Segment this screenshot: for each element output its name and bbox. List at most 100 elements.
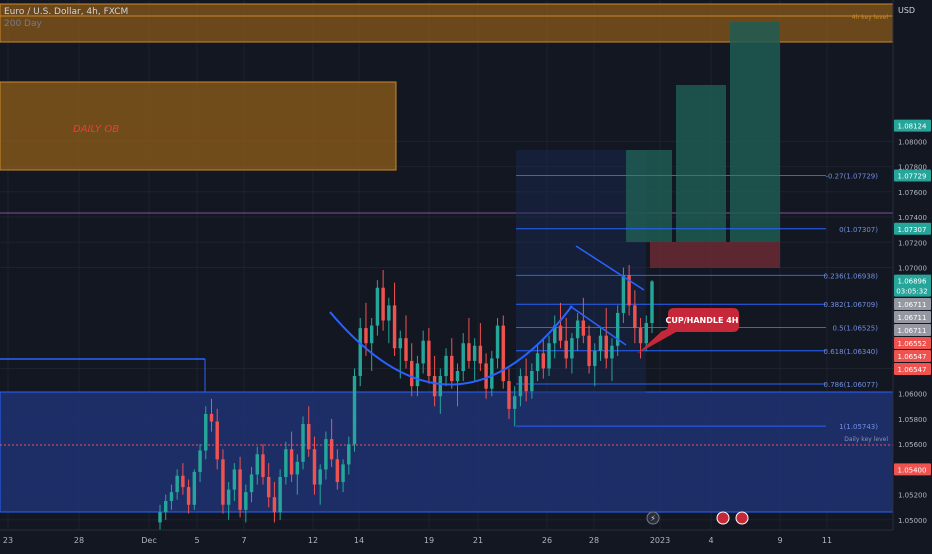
candle-body (455, 371, 460, 382)
handle-bottom-line (569, 305, 627, 346)
time-tick-label: 12 (308, 536, 318, 545)
ma-indicator-label[interactable]: 200 Day (4, 19, 42, 29)
price-tag-value: 1.05400 (898, 466, 927, 474)
key-level-4h-label: 4h key level (852, 14, 889, 21)
price-tag-value: 1.06896 (898, 278, 927, 286)
time-tick-label: 4 (708, 536, 713, 545)
candle-body (450, 355, 454, 382)
candle-body (175, 475, 179, 493)
us-flag-icon (716, 511, 730, 525)
candle-body (495, 325, 500, 359)
candle-body (278, 477, 282, 513)
candle-body (261, 454, 265, 477)
candle-body (644, 323, 648, 344)
candle-body (421, 340, 425, 364)
symbol-title[interactable]: Euro / U.S. Dollar, 4h, FXCM (4, 7, 129, 17)
candle-body (524, 376, 528, 392)
candle-body (558, 325, 563, 341)
candle-body (215, 421, 219, 460)
time-tick-label: 5 (194, 536, 199, 545)
candle-body (307, 424, 311, 450)
cup-curve (329, 305, 573, 386)
price-tick-label: 1.07800 (898, 164, 927, 172)
candle-body (289, 449, 294, 475)
candle-body (255, 454, 259, 475)
candle-body (369, 325, 374, 344)
stop-zone (650, 242, 780, 268)
price-tick-label: 1.07400 (898, 214, 927, 222)
lightning-glyph: ⚡ (650, 514, 656, 523)
candle-body (284, 449, 288, 477)
price-tick-label: 1.07000 (898, 265, 927, 273)
zones (0, 3, 894, 513)
candle-body (318, 469, 322, 485)
price-tag (894, 119, 931, 132)
candle-body (404, 338, 408, 361)
price-tag-value: 1.07307 (898, 226, 927, 234)
price-tag (894, 310, 931, 323)
price-tag-value: 1.06711 (898, 301, 927, 309)
candle-body (564, 340, 568, 359)
price-tag (894, 362, 931, 375)
candle-body (570, 338, 574, 359)
candle-body (615, 312, 620, 346)
candle-body (512, 396, 517, 409)
time-tick-label: 9 (777, 536, 782, 545)
fib-level-label: 0.618(1.06340) (824, 348, 879, 356)
candle-body (204, 413, 208, 451)
price-tag (894, 297, 931, 310)
candle-body (186, 487, 191, 505)
price-tag-value: 1.08124 (898, 123, 927, 131)
price-tag-value: 1.06547 (898, 353, 927, 361)
price-tick-label: 1.07600 (898, 189, 927, 197)
fib-level-label: 0(1.07307) (839, 226, 878, 234)
target-zone-2 (676, 85, 726, 242)
handle-top-line (575, 245, 645, 291)
candle-body (347, 444, 351, 465)
time-tick-label: 19 (424, 536, 434, 545)
time-tick-label: Dec (141, 536, 156, 545)
price-tag (894, 336, 931, 349)
fib-retracement: -0.27(1.07729) 0(1.07307) 0.236(1.06938) 0.… (516, 173, 879, 431)
candle-body (638, 328, 643, 344)
price-tag-value: 1.06547 (898, 366, 927, 374)
candle-body (610, 345, 614, 359)
candle-body (198, 450, 202, 472)
cup-handle-callout (637, 308, 739, 354)
candle-body (192, 471, 197, 505)
price-tag (894, 169, 931, 182)
fib-level-label: 0.5(1.06525) (832, 324, 878, 332)
candle-body (329, 439, 334, 460)
candle-body (432, 376, 437, 397)
candle-body (501, 325, 505, 382)
candle-body (164, 500, 168, 513)
candle-body (232, 469, 237, 490)
candle-body (295, 461, 300, 475)
price-tag-countdown: 03:05:32 (896, 288, 927, 296)
candle-body (209, 413, 214, 422)
time-tick-label: 26 (542, 536, 552, 545)
time-tick-label: 7 (241, 536, 246, 545)
price-tag-value: 1.06711 (898, 327, 927, 335)
candle-body (387, 305, 391, 321)
candle-body (553, 325, 557, 344)
candle-body (484, 363, 488, 389)
candle-body (541, 353, 546, 369)
price-tags: 1.08124 1.07729 1.07307 1.06896 03:05:32 1.06… (894, 119, 931, 476)
candle-body (169, 492, 174, 501)
candle-body (364, 328, 368, 344)
candle-body (324, 439, 328, 470)
price-tag (894, 274, 931, 297)
candle-body (530, 371, 534, 392)
candle-body (272, 497, 277, 513)
candle-body (341, 464, 345, 483)
candle-body (312, 449, 317, 485)
cup-handle-label: CUP/HANDLE 4H (666, 316, 739, 325)
candle-body (415, 363, 420, 387)
candle-body (461, 343, 465, 371)
candle-body (410, 360, 414, 387)
candle-body (266, 477, 271, 498)
